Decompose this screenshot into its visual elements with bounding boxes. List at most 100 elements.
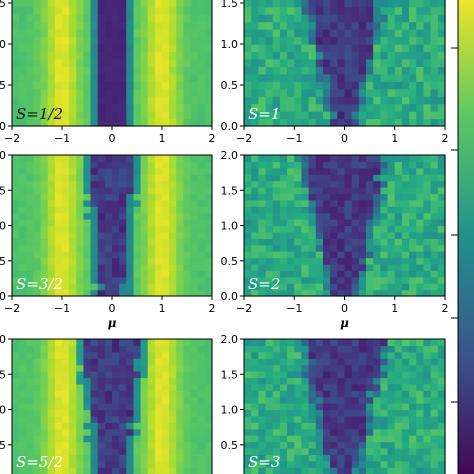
heatmap-cell [83,161,92,169]
heatmap-cell [19,339,27,347]
heatmap-cell [33,244,42,252]
heatmap-cell [437,187,446,195]
heatmap-cell [40,403,49,411]
heatmap-cell [197,206,206,214]
heatmap-cell [147,199,156,207]
heatmap-cell [287,447,295,455]
heatmap-cell [423,21,432,30]
heatmap-cell [423,212,432,220]
heatmap-cell [33,351,42,359]
heatmap-cell [190,422,199,430]
heatmap-cell [169,51,177,60]
heatmap-cell [83,441,92,449]
heatmap-cell [301,36,310,45]
y-tick-label: 1.5 [0,184,6,197]
heatmap-cell [373,174,381,182]
heatmap-cell [351,167,360,175]
heatmap-cell [126,6,135,15]
heatmap-cell [47,390,56,398]
heatmap-cell [344,66,353,75]
heatmap-cell [315,206,324,214]
heatmap-cell [47,66,56,75]
heatmap-cell [387,14,396,23]
heatmap-cell [387,187,396,195]
heatmap-cell [76,206,85,214]
heatmap-cell [265,383,274,391]
heatmap-cell [416,180,425,188]
heatmap-cell [40,238,49,246]
heatmap-cell [90,377,99,385]
heatmap-cell [358,447,367,455]
heatmap-cell [258,180,267,188]
heatmap-cell [19,96,27,105]
heatmap-cell [47,29,56,38]
heatmap-cell [380,81,389,90]
heatmap-cell [279,167,288,175]
heatmap-cell [409,36,417,45]
heatmap-cell [322,238,331,246]
heatmap-cell [272,96,281,105]
heatmap-cell [315,88,324,97]
heatmap-cell [26,111,35,120]
heatmap-cell [251,351,259,359]
heatmap-cell [416,251,425,259]
heatmap-cell [47,251,56,259]
heatmap-cell [330,96,338,105]
heatmap-cell [430,0,439,8]
heatmap-cell [401,118,410,127]
heatmap-cell [409,345,417,353]
heatmap-cell [33,454,42,462]
heatmap-cell [294,371,303,379]
heatmap-cell [344,345,353,353]
heatmap-cell [301,66,310,75]
heatmap-cell [97,263,106,271]
heatmap-cell [344,14,353,23]
heatmap-cell [154,390,163,398]
heatmap-cell [344,180,353,188]
heatmap-cell [19,289,27,297]
heatmap-cell [97,364,106,372]
heatmap-cell [83,415,92,423]
heatmap-cell [119,244,127,252]
heatmap-cell [54,155,63,163]
heatmap-cell [47,155,56,163]
heatmap-cell [308,467,317,474]
heatmap-cell [12,263,20,271]
heatmap-cell [197,231,206,239]
heatmap-cell [387,231,396,239]
heatmap-cell [97,36,106,45]
heatmap-cell [112,199,120,207]
heatmap-cell [272,44,281,53]
heatmap-cell [344,96,353,105]
heatmap-cell [197,289,206,297]
heatmap-cell [190,206,199,214]
heatmap-cell [69,244,77,252]
heatmap-cell [322,219,331,227]
heatmap-cell [169,283,177,291]
heatmap-cell [119,199,127,207]
heatmap-cell [344,428,353,436]
heatmap-cell [90,403,99,411]
heatmap-cell [409,244,417,252]
heatmap-cell [265,358,274,366]
heatmap-cell [69,257,77,265]
heatmap-cell [104,81,113,90]
heatmap-cell [169,193,177,201]
heatmap-cell [330,36,338,45]
heatmap-cell [423,14,432,23]
heatmap-cell [315,345,324,353]
heatmap-cell [437,276,446,284]
heatmap-cell [244,422,252,430]
heatmap-cell [40,88,49,97]
heatmap-cell [54,351,63,359]
heatmap-cell [437,225,446,233]
heatmap-cell [315,44,324,53]
heatmap-cell [322,73,331,82]
panel-label: S=3/2 [16,275,63,293]
heatmap-cell [54,0,63,8]
heatmap-cell [437,257,446,265]
heatmap-cell [119,339,127,347]
heatmap-cell [308,111,317,120]
heatmap-cell [279,460,288,468]
heatmap-cell [54,44,63,53]
